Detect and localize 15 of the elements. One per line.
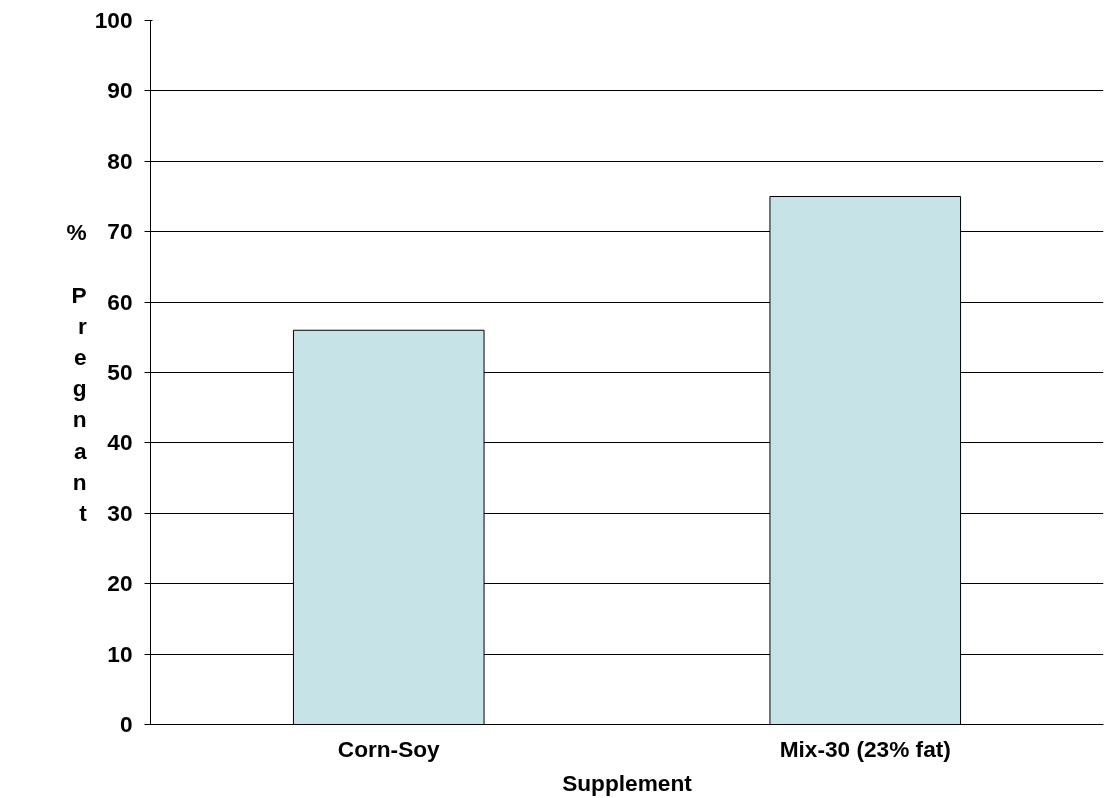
y-tick-label: 60 [107,288,133,315]
y-tick-label: 50 [107,359,133,385]
y-tick-label: 0 [119,711,133,737]
y-tick-label: 100 [94,7,133,33]
y-tick-label: 20 [107,570,133,597]
x-axis-title: Supplement [562,769,693,796]
x-tick-label: Corn-Soy [337,735,441,762]
y-tick-label: 90 [107,77,133,104]
y-tick-label: 70 [107,218,133,245]
x-tick-label: Mix-30 (23% fat) [779,735,951,762]
y-tick-label: 40 [107,429,133,456]
y-tick-label: 30 [107,499,133,526]
text: % Pregnant [66,219,87,526]
y-tick-label: 80 [107,147,133,174]
y-tick-label: 10 [107,640,133,667]
